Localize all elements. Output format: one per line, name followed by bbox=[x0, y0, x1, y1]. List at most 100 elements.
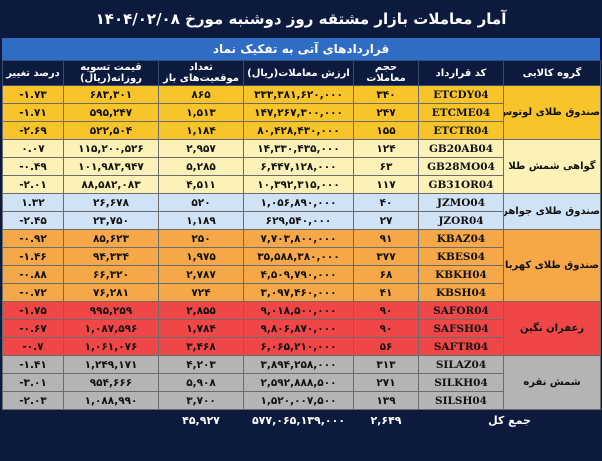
change-percent: -۲.۶۹ bbox=[2, 121, 64, 140]
group-name: صندوق طلای لوتوس bbox=[503, 85, 601, 140]
trade-volume: ۹۱ bbox=[353, 229, 419, 248]
column-header: ارزش معاملات(ریال) bbox=[243, 60, 354, 86]
contract-code: ETCTR04 bbox=[418, 121, 504, 140]
group-name: صندوق طلای جواهر bbox=[503, 193, 601, 230]
open-positions: ۸۶۵ bbox=[158, 85, 244, 104]
group-name: گواهی شمش طلا bbox=[503, 139, 601, 194]
trade-value: ۱,۰۵۶,۸۹۰,۰۰۰ bbox=[243, 193, 354, 212]
data-row: زعفران نگین SAFOR04 ۹۰ ۹,۰۱۸,۵۰۰,۰۰۰ ۲,۸۵۵ ۹۹… bbox=[2, 301, 601, 356]
trade-value: ۴,۵۰۹,۷۹۰,۰۰۰ bbox=[243, 265, 354, 284]
change-percent: -۲.۰۳ bbox=[2, 391, 64, 410]
trade-volume: ۶۸ bbox=[353, 265, 419, 284]
data-row: ETCME04 ۲۴۷ ۱۴۷,۲۶۷,۳۰۰,۰۰۰ ۱,۵۱۳ ۵۹۵,۲۴۷ -۱.… bbox=[2, 103, 601, 122]
change-percent: ۱.۳۲ bbox=[2, 193, 64, 212]
contract-code: GB28MO04 bbox=[418, 157, 504, 176]
data-row: GB28MO04 ۶۳ ۶,۴۴۷,۱۲۸,۰۰۰ ۵,۲۸۵ ۱۰۱,۹۸۳,۹۴۷-… bbox=[2, 157, 601, 176]
open-positions: ۴,۲۰۳ bbox=[158, 355, 244, 374]
trade-volume: ۱۲۴ bbox=[353, 139, 419, 158]
data-row: صندوق طلای لوتوس ETCDY04 ۳۴۰ ۳۳۳,۳۸۱,۶۲۰,۰۰… bbox=[2, 85, 601, 140]
data-row: GB31OR04 ۱۱۷ ۱۰,۳۹۲,۳۱۵,۰۰۰ ۴,۵۱۱ ۸۸,۵۸۲,۰۸۳… bbox=[2, 175, 601, 194]
column-header: درصد تغییر bbox=[2, 60, 64, 86]
open-positions: ۲,۷۸۷ bbox=[158, 265, 244, 284]
open-positions: ۲,۸۵۵ bbox=[158, 301, 244, 320]
contract-code: GB20AB04 bbox=[418, 139, 504, 158]
change-percent: -۰.۷۲ bbox=[2, 283, 64, 302]
trade-volume: ۹۰ bbox=[353, 301, 419, 320]
column-header: تعداد موقعیت‌های باز bbox=[158, 60, 244, 86]
change-percent: -۱.۷۳ bbox=[2, 85, 64, 104]
trade-value: ۸۰,۴۲۸,۴۳۰,۰۰۰ bbox=[243, 121, 354, 140]
trade-volume: ۳۱۳ bbox=[353, 355, 419, 374]
trade-value: ۱۴۷,۲۶۷,۳۰۰,۰۰۰ bbox=[243, 103, 354, 122]
trade-value: ۱۰,۳۹۲,۳۱۵,۰۰۰ bbox=[243, 175, 354, 194]
contract-code: KBES04 bbox=[418, 247, 504, 266]
contract-code: JZMO04 bbox=[418, 193, 504, 212]
contract-code: SAFSH04 bbox=[418, 319, 504, 338]
settlement-price: ۱,۰۸۷,۵۹۶ bbox=[63, 319, 159, 338]
settlement-price: ۲۳,۷۵۰ bbox=[63, 211, 159, 230]
trade-volume: ۶۳ bbox=[353, 157, 419, 176]
open-positions: ۷۲۴ bbox=[158, 283, 244, 302]
trade-value: ۶,۰۶۵,۲۱۰,۰۰۰ bbox=[243, 337, 354, 356]
settlement-price: ۸۵,۶۲۳ bbox=[63, 229, 159, 248]
change-percent: ۰.۰۷ bbox=[2, 139, 64, 158]
trade-value: ۱۴,۳۳۰,۴۳۵,۰۰۰ bbox=[243, 139, 354, 158]
trade-value: ۳,۰۹۷,۴۶۰,۰۰۰ bbox=[243, 283, 354, 302]
change-percent: -۲.۰۱ bbox=[2, 175, 64, 194]
data-row: صندوق طلای کهربا KBAZ04 ۹۱ ۷,۷۰۳,۸۰۰,۰۰۰ ۲۵۰… bbox=[2, 229, 601, 302]
open-positions: ۱,۱۸۹ bbox=[158, 211, 244, 230]
trade-value: ۹,۰۱۸,۵۰۰,۰۰۰ bbox=[243, 301, 354, 320]
settlement-price: ۷۶,۲۸۱ bbox=[63, 283, 159, 302]
data-row: شمش نقره SILAZ04 ۳۱۳ ۳,۸۹۴,۲۵۸,۰۰۰ ۴,۲۰۳ ۱,۲۴… bbox=[2, 355, 601, 410]
table: گروه کالایی کد قرارداد حجم معاملات ارزش معا… bbox=[2, 60, 601, 431]
header-row: گروه کالایی کد قرارداد حجم معاملات ارزش معا… bbox=[2, 60, 601, 86]
trade-volume: ۴۱ bbox=[353, 283, 419, 302]
change-percent: -۱.۷۵ bbox=[2, 301, 64, 320]
contract-code: ETCDY04 bbox=[418, 85, 504, 104]
settlement-price: ۲۶,۶۷۸ bbox=[63, 193, 159, 212]
group-name: شمش نقره bbox=[503, 355, 601, 410]
change-percent: -۰.۴۹ bbox=[2, 157, 64, 176]
group-name: صندوق طلای کهربا bbox=[503, 229, 601, 302]
data-row: SAFSH04 ۹۰ ۹,۸۰۶,۸۷۰,۰۰۰ ۱,۷۸۴ ۱,۰۸۷,۵۹۶ -۰.۶… bbox=[2, 319, 601, 338]
trade-volume: ۱۳۹ bbox=[353, 391, 419, 410]
settlement-price: ۱,۲۴۹,۱۷۱ bbox=[63, 355, 159, 374]
trade-volume: ۵۶ bbox=[353, 337, 419, 356]
total-value: ۵۷۷,۰۶۵,۱۳۹,۰۰۰ bbox=[243, 409, 354, 431]
column-header: قیمت تسویه روزانه(ریال) bbox=[63, 60, 159, 86]
trade-volume: ۳۷۷ bbox=[353, 247, 419, 266]
trade-volume: ۴۰ bbox=[353, 193, 419, 212]
open-positions: ۱,۱۸۴ bbox=[158, 121, 244, 140]
open-positions: ۱,۹۷۵ bbox=[158, 247, 244, 266]
data-row: SAFTR04 ۵۶ ۶,۰۶۵,۲۱۰,۰۰۰ ۳,۴۶۸ ۱,۰۶۱,۰۷۶ -۰.۷ bbox=[2, 337, 601, 356]
settlement-price: ۵۲۲,۵۰۴ bbox=[63, 121, 159, 140]
open-positions: ۴,۵۱۱ bbox=[158, 175, 244, 194]
total-row: جمع کل ۲,۶۴۹ ۵۷۷,۰۶۵,۱۳۹,۰۰۰ ۴۵,۹۲۷ bbox=[2, 409, 601, 431]
settlement-price: ۸۸,۵۸۲,۰۸۳ bbox=[63, 175, 159, 194]
open-positions: ۱,۵۱۳ bbox=[158, 103, 244, 122]
open-positions: ۳,۴۶۸ bbox=[158, 337, 244, 356]
settlement-price: ۹۹۵,۲۵۹ bbox=[63, 301, 159, 320]
contract-code: SAFOR04 bbox=[418, 301, 504, 320]
change-percent: -۱.۷۱ bbox=[2, 103, 64, 122]
change-percent: -۰.۸۸ bbox=[2, 265, 64, 284]
change-percent: -۰.۹۲ bbox=[2, 229, 64, 248]
trade-value: ۳۳۳,۳۸۱,۶۲۰,۰۰۰ bbox=[243, 85, 354, 104]
change-percent: -۱.۴۱ bbox=[2, 355, 64, 374]
contract-code: ETCME04 bbox=[418, 103, 504, 122]
open-positions: ۵,۹۰۸ bbox=[158, 373, 244, 392]
data-row: KBKH04 ۶۸ ۴,۵۰۹,۷۹۰,۰۰۰ ۲,۷۸۷ ۶۶,۳۲۰ -۰.۸۸ bbox=[2, 265, 601, 284]
column-header: حجم معاملات bbox=[353, 60, 419, 86]
contract-code: KBSH04 bbox=[418, 283, 504, 302]
open-positions: ۲,۹۵۷ bbox=[158, 139, 244, 158]
table-body: صندوق طلای لوتوس ETCDY04 ۳۴۰ ۳۳۳,۳۸۱,۶۲۰,۰۰… bbox=[2, 85, 601, 431]
trade-volume: ۲۷ bbox=[353, 211, 419, 230]
contract-code: SILKH04 bbox=[418, 373, 504, 392]
contract-code: SILAZ04 bbox=[418, 355, 504, 374]
trade-value: ۲,۵۹۲,۸۸۸,۵۰۰ bbox=[243, 373, 354, 392]
data-row: صندوق طلای جواهر JZMO04 ۴۰ ۱,۰۵۶,۸۹۰,۰۰۰ ۵۲۰… bbox=[2, 193, 601, 230]
contract-code: SAFTR04 bbox=[418, 337, 504, 356]
trade-volume: ۹۰ bbox=[353, 319, 419, 338]
group-name: زعفران نگین bbox=[503, 301, 601, 356]
trade-value: ۹,۸۰۶,۸۷۰,۰۰۰ bbox=[243, 319, 354, 338]
